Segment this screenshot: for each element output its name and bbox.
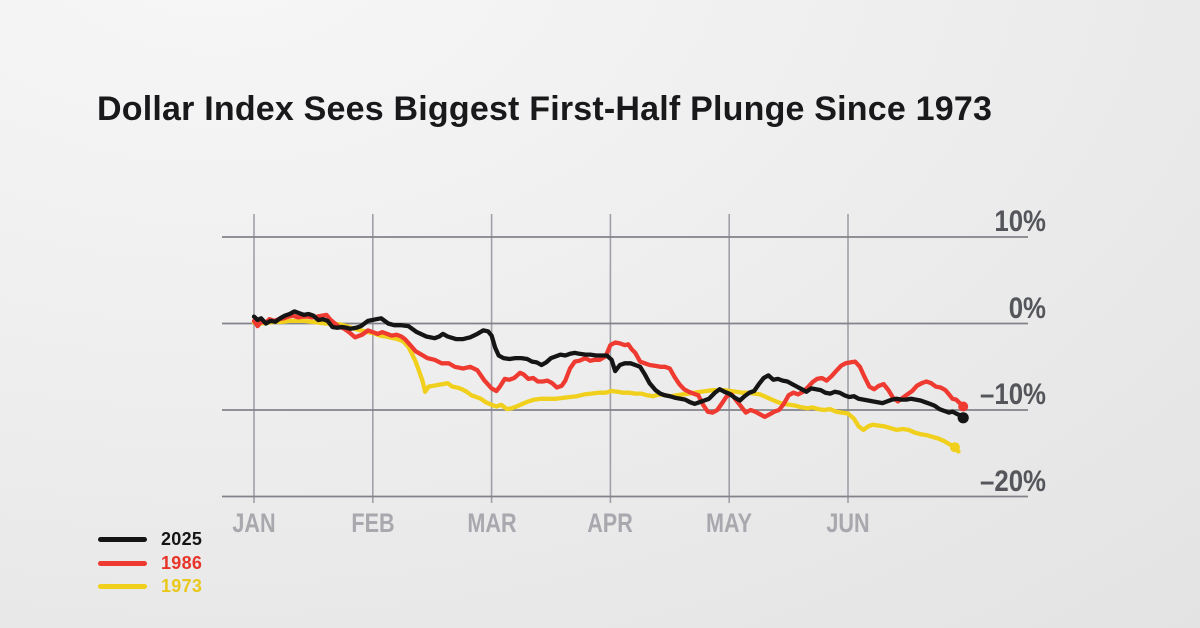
legend-item-1973: 1973 xyxy=(98,575,202,599)
x-axis-label-apr: APR xyxy=(587,508,634,538)
horizontal-gridlines xyxy=(222,236,1028,498)
line-1986 xyxy=(251,312,966,420)
y-axis-label--20: –20% xyxy=(980,464,1046,498)
y-axis-label--10: –10% xyxy=(980,378,1046,411)
x-axis-label-jun: JUN xyxy=(826,508,870,538)
legend-swatch-1986 xyxy=(98,560,147,566)
y-axis-label-0: 0% xyxy=(1008,291,1046,325)
chart-title: Dollar Index Sees Biggest First-Half Plu… xyxy=(97,90,993,128)
y-axis-label-10: 10% xyxy=(994,205,1046,238)
legend-item-2025: 2025 xyxy=(98,528,202,552)
end-dot-2025 xyxy=(957,412,969,424)
legend-swatch-1973 xyxy=(98,584,147,590)
series-lines xyxy=(251,309,969,454)
legend-item-1986: 1986 xyxy=(98,552,202,576)
legend-label-1986: 1986 xyxy=(161,552,203,573)
end-dot-1973 xyxy=(949,442,960,453)
x-axis-label-jan: JAN xyxy=(232,508,276,538)
legend-swatch-2025 xyxy=(98,537,147,543)
line-1973 xyxy=(251,318,961,454)
legend-label-2025: 2025 xyxy=(161,529,203,550)
x-axis-label-may: MAY xyxy=(706,508,753,538)
legend-label-1973: 1973 xyxy=(161,576,203,597)
chart-legend: 2025 1986 1973 xyxy=(98,528,202,599)
end-dot-1986 xyxy=(958,401,969,412)
x-axis-label-feb: FEB xyxy=(351,508,395,538)
line-2025 xyxy=(251,309,966,420)
x-axis-label-mar: MAR xyxy=(466,508,517,538)
